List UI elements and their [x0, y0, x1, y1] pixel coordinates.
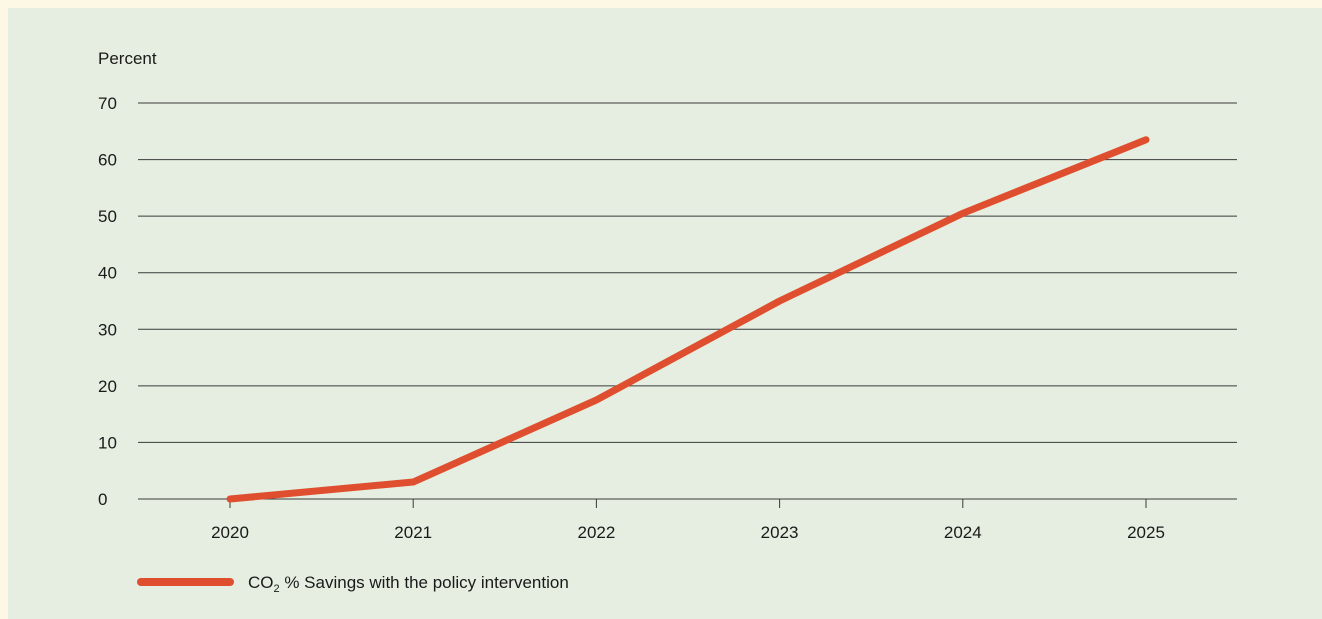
- legend-label: CO2 % Savings with the policy interventi…: [248, 573, 569, 595]
- y-tick-label-60: 60: [98, 151, 117, 170]
- y-tick-label-0: 0: [98, 490, 107, 509]
- y-tick-label-20: 20: [98, 377, 117, 396]
- legend-label-rest: % Savings with the policy intervention: [280, 573, 569, 592]
- x-tick-label-2020: 2020: [211, 523, 249, 542]
- legend: CO2 % Savings with the policy interventi…: [137, 573, 569, 595]
- series-lines: [226, 136, 1150, 503]
- x-tick-label-2025: 2025: [1127, 523, 1165, 542]
- x-tick-label-2024: 2024: [944, 523, 982, 542]
- chart-panel: [8, 8, 1322, 619]
- x-tick-label-2021: 2021: [394, 523, 432, 542]
- y-tick-label-50: 50: [98, 207, 117, 226]
- x-tick-label-2022: 2022: [577, 523, 615, 542]
- series-line-0: [226, 136, 1150, 503]
- y-tick-label-70: 70: [98, 94, 117, 113]
- legend-label-subscript: 2: [274, 583, 280, 595]
- y-tick-label-40: 40: [98, 264, 117, 283]
- x-tick-label-2023: 2023: [761, 523, 799, 542]
- y-tick-label-30: 30: [98, 320, 117, 339]
- gridlines: [138, 102, 1237, 500]
- y-axis-label: Percent: [98, 49, 157, 68]
- y-tick-label-10: 10: [98, 433, 117, 452]
- axis-ticks: 0 10 20 30 40 50 60 70 2020 2021 2022 2023 2024 2025: [98, 94, 1165, 542]
- legend-label-co: CO: [248, 573, 274, 592]
